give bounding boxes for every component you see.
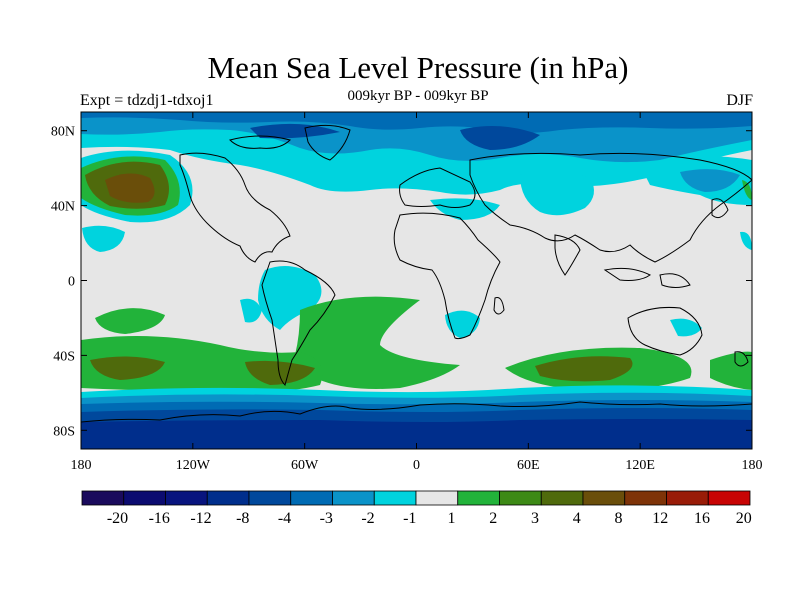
colorbar-label: -4	[278, 510, 291, 527]
indian-ocean-olive	[535, 356, 633, 382]
latitude-axis: 80N 40N 0 40S 80S	[51, 125, 752, 439]
colorbar-label: -20	[107, 510, 128, 527]
colorbar-label: 3	[531, 510, 539, 527]
greenland-coast	[304, 124, 351, 161]
colorbar-label: -16	[149, 510, 170, 527]
subtitle: 009kyr BP - 009kyr BP	[347, 88, 489, 104]
colorbar-swatch	[332, 490, 375, 506]
india-coast	[554, 234, 581, 276]
season-label: DJF	[726, 92, 753, 109]
lon-tick-label: 0	[413, 458, 420, 473]
north-america-coast	[179, 152, 291, 263]
canada-arctic-coast	[229, 135, 291, 149]
lon-tick-label: 120W	[176, 458, 211, 473]
colorbar-label: 12	[652, 510, 668, 527]
australia-lightblue	[670, 318, 702, 337]
colorbar-label: 20	[736, 510, 752, 527]
indonesia-coast	[603, 267, 691, 288]
australia-coast	[627, 307, 703, 356]
antarctica-coast	[81, 401, 752, 423]
south-america-lightblue	[258, 266, 322, 330]
colorbar-label: 2	[489, 510, 497, 527]
colorbar-swatch	[206, 490, 250, 506]
colorbar-swatch	[248, 490, 292, 506]
japan-coast	[711, 198, 729, 219]
europe-coast	[399, 167, 476, 208]
lon-tick-label: 180	[742, 458, 763, 473]
colorbar-label: 1	[447, 510, 455, 527]
southern-ocean-olive-west	[90, 356, 165, 380]
colorbar-label: -8	[236, 510, 249, 527]
asia-coast	[469, 152, 752, 263]
arctic-patch-darkblue	[460, 126, 540, 150]
lat-tick-label: 80S	[53, 424, 75, 439]
colorbar-swatch	[415, 490, 459, 506]
lon-tick-label: 60E	[517, 458, 540, 473]
east-asia-lightblue	[430, 198, 500, 220]
contour-field	[81, 112, 752, 449]
pacific-lightblue-patch	[82, 225, 125, 252]
coastlines	[81, 124, 752, 423]
arctic-band-blue	[81, 112, 752, 133]
colorbar-swatch	[499, 490, 542, 506]
lat-tick-label: 80N	[51, 125, 75, 140]
colorbar-swatch	[666, 490, 709, 506]
south-africa-lightblue	[445, 310, 480, 338]
longitude-axis: 180 120W 60W 0 60E 120E 180	[71, 112, 763, 473]
madagascar-coast	[493, 297, 505, 315]
lat-tick-label: 0	[68, 275, 75, 290]
chart-title: Mean Sea Level Pressure (in hPa)	[207, 50, 629, 85]
north-pacific-brown	[105, 173, 155, 203]
lon-tick-label: 60W	[291, 458, 319, 473]
colorbar-swatch	[123, 490, 166, 506]
colorbar-swatch	[373, 490, 417, 506]
siberia-midblue	[680, 169, 740, 192]
arctic-patch-darkblue-2	[250, 123, 340, 139]
south-atlantic-lightblue	[240, 298, 262, 323]
colorbar-swatch	[165, 490, 208, 506]
colorbar-label: 16	[694, 510, 710, 527]
east-atlantic-green	[742, 180, 752, 200]
atlantic-lightblue-patch	[740, 231, 752, 250]
new-zealand-coast	[734, 351, 749, 367]
colorbar-swatch	[707, 490, 751, 506]
colorbar-swatch	[81, 490, 125, 506]
lon-tick-label: 180	[71, 458, 92, 473]
southeast-pacific-green	[710, 351, 752, 390]
colorbar-swatch	[290, 490, 333, 506]
south-america-coast	[261, 260, 336, 386]
africa-coast	[393, 212, 501, 340]
south-atlantic-green	[295, 296, 460, 389]
colorbar-swatch	[540, 490, 584, 506]
eurasia-lightblue	[520, 170, 594, 216]
colorbar-label: -2	[361, 510, 374, 527]
experiment-label: Expt = tdzdj1-tdxoj1	[80, 92, 214, 109]
colorbar-label: 4	[573, 510, 581, 527]
lon-tick-label: 120E	[625, 458, 655, 473]
lat-tick-label: 40S	[53, 349, 75, 364]
south-pacific-green	[95, 308, 165, 334]
antarctic-band-navy	[81, 419, 752, 449]
colorbar-label: -1	[403, 510, 416, 527]
colorbar-swatch	[624, 490, 667, 506]
southern-ocean-olive-mid	[245, 360, 315, 385]
colorbar-label: 8	[614, 510, 622, 527]
colorbar: -20 -16 -12 -8 -4 -3 -2 -1 1 2 3 4 8 12 16 20	[81, 490, 752, 527]
colorbar-swatch	[457, 490, 500, 506]
colorbar-swatch	[582, 490, 626, 506]
colorbar-label: -3	[320, 510, 333, 527]
lat-tick-label: 40N	[51, 200, 75, 215]
colorbar-label: -12	[190, 510, 211, 527]
